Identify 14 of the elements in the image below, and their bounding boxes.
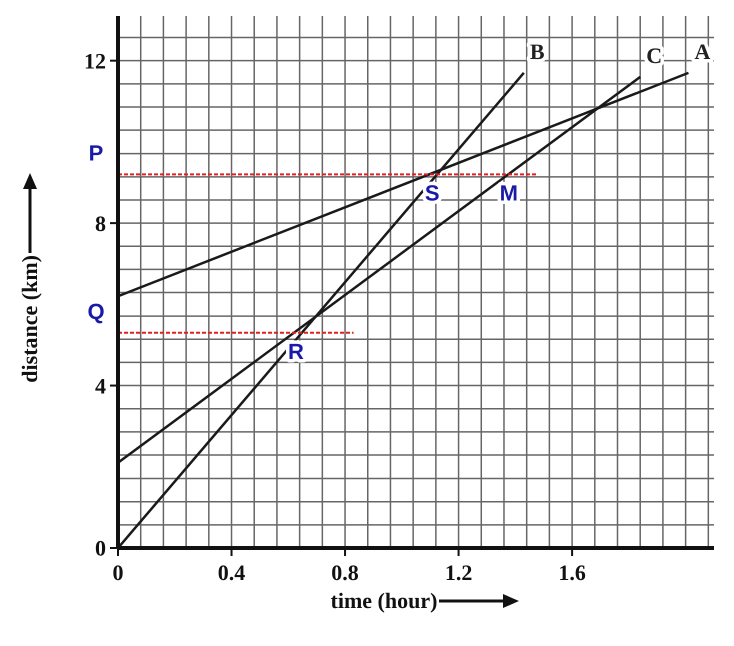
annotation: P — [88, 140, 104, 166]
annotation: Q — [87, 298, 105, 324]
y-tick-label: 8 — [95, 210, 106, 236]
x-axis-title: time (hour) — [330, 588, 438, 614]
x-tick-label: 0.4 — [218, 560, 246, 585]
x-tick-label: 1.2 — [444, 560, 472, 585]
x-tick-label: 0.8 — [331, 560, 359, 585]
y-tick-label: 4 — [95, 373, 106, 398]
series-label: B — [530, 38, 545, 64]
x-tick-label: 0 — [112, 560, 124, 585]
y-tick-label: 0 — [95, 536, 106, 561]
y-tick-label: 12 — [84, 48, 106, 74]
y-axis-title: distance (km) — [17, 255, 43, 383]
x-tick-label: 1.6 — [558, 560, 586, 585]
